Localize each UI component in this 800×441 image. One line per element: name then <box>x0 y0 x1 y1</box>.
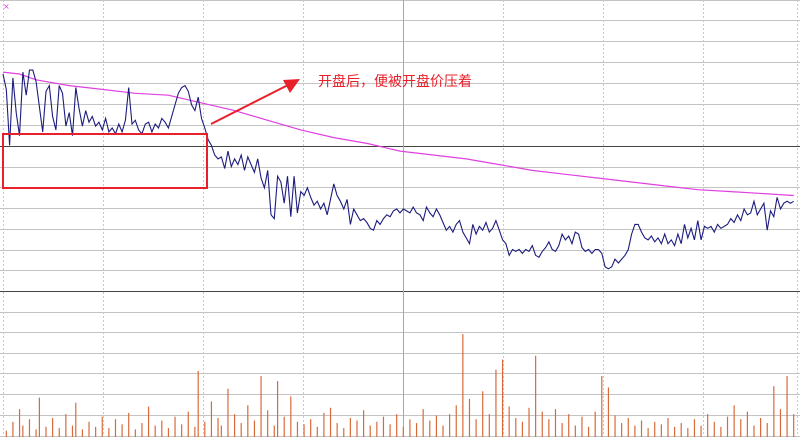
price-lines <box>2 69 794 270</box>
volume-bars <box>5 334 795 437</box>
annotation-text: 开盘后，便被开盘价压着 <box>318 73 472 90</box>
annotation-arrow-shaft <box>210 83 291 125</box>
annotation-arrow-head <box>283 79 300 93</box>
annotation-overlay: 开盘后，便被开盘价压着 × <box>2 2 472 189</box>
price-line <box>2 69 794 270</box>
average-price-line <box>2 71 794 197</box>
highlight-box <box>2 133 208 189</box>
corner-mark: × <box>3 2 10 11</box>
